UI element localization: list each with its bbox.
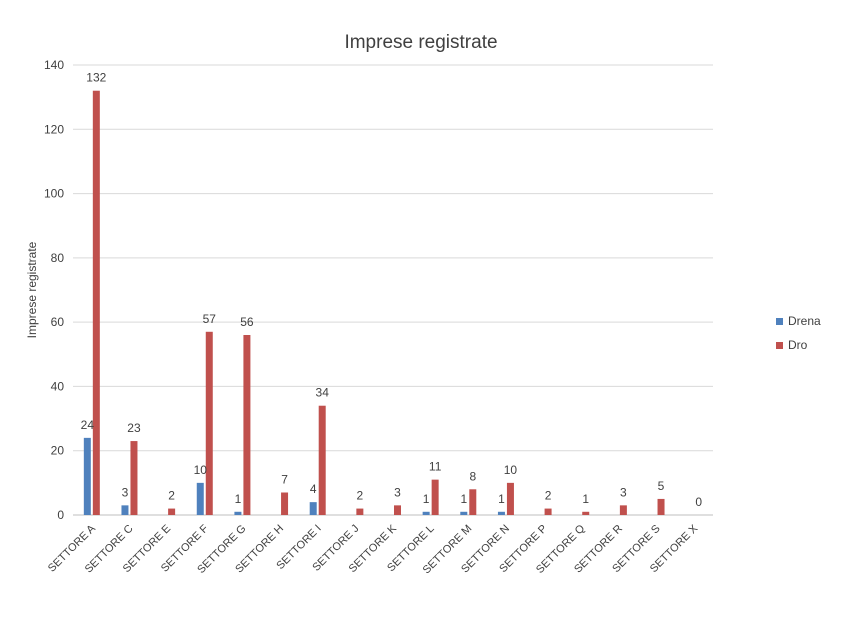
bar-dro <box>318 405 326 515</box>
legend-swatch-drena <box>776 318 783 325</box>
data-label-dro: 10 <box>504 463 518 477</box>
bar-drena <box>497 511 505 515</box>
bar-dro <box>356 508 364 515</box>
bar-drena <box>422 511 430 515</box>
data-label-dro: 7 <box>281 473 288 487</box>
bar-dro <box>130 441 138 515</box>
bar-drena <box>83 437 91 515</box>
bar-dro <box>92 90 100 515</box>
data-label-drena: 3 <box>122 485 129 499</box>
bar-dro <box>205 331 213 515</box>
data-label-dro: 132 <box>86 71 106 85</box>
bar-dro <box>394 505 401 515</box>
bar-dro <box>281 492 289 515</box>
data-label-dro: 2 <box>545 489 552 503</box>
bar-dro <box>243 335 251 515</box>
data-label-dro: 56 <box>240 315 254 329</box>
y-axis-label: Imprese registrate <box>25 241 39 338</box>
legend: Drena Dro <box>776 314 821 352</box>
data-label-dro: 57 <box>203 312 217 326</box>
data-label-drena: 1 <box>460 492 467 506</box>
legend-swatch-dro <box>776 342 783 349</box>
legend-label-drena: Drena <box>788 314 821 328</box>
bar-dro <box>431 479 439 515</box>
data-label-dro: 5 <box>658 479 665 493</box>
data-label-dro: 2 <box>357 489 364 503</box>
bar-dro <box>168 508 176 515</box>
bar-dro <box>657 498 665 515</box>
data-label-dro: 3 <box>620 485 627 499</box>
bars <box>83 90 665 515</box>
chart-title: Imprese registrate <box>344 32 497 53</box>
data-label-dro: 23 <box>127 421 141 435</box>
data-label-dro: 0 <box>695 495 702 509</box>
y-tick-label: 60 <box>51 315 65 329</box>
data-label-drena: 4 <box>310 482 317 496</box>
data-label-dro: 1 <box>582 492 589 506</box>
data-label-drena: 24 <box>81 418 95 432</box>
data-label-dro: 2 <box>168 489 175 503</box>
y-tick-label: 80 <box>51 251 65 265</box>
data-label-dro: 34 <box>316 386 330 400</box>
bar-dro <box>544 508 552 515</box>
y-tick-label: 120 <box>44 122 64 136</box>
gridlines <box>73 64 713 516</box>
data-label-dro: 11 <box>429 460 442 474</box>
data-label-drena: 1 <box>423 492 430 506</box>
data-label-drena: 1 <box>498 492 505 506</box>
data-label-drena: 1 <box>235 492 242 506</box>
bar-drena <box>234 511 242 515</box>
bar-dro <box>619 505 627 515</box>
y-tick-label: 20 <box>51 444 65 458</box>
y-axis-ticks: 0 20 40 60 80 100 120 140 <box>44 58 64 522</box>
legend-label-dro: Dro <box>788 338 808 352</box>
y-tick-label: 40 <box>51 379 65 393</box>
bar-dro <box>469 489 477 515</box>
y-tick-label: 0 <box>57 508 64 522</box>
data-label-drena: 10 <box>194 463 208 477</box>
bar-drena <box>460 511 468 515</box>
y-tick-label: 140 <box>44 58 64 72</box>
bar-dro <box>582 511 590 515</box>
bar-drena <box>196 482 204 515</box>
bar-drena <box>309 502 317 515</box>
bar-drena <box>121 505 129 515</box>
data-label-dro: 8 <box>469 469 476 483</box>
y-tick-label: 100 <box>44 187 64 201</box>
bar-dro <box>506 482 514 515</box>
data-label-dro: 3 <box>394 485 401 499</box>
